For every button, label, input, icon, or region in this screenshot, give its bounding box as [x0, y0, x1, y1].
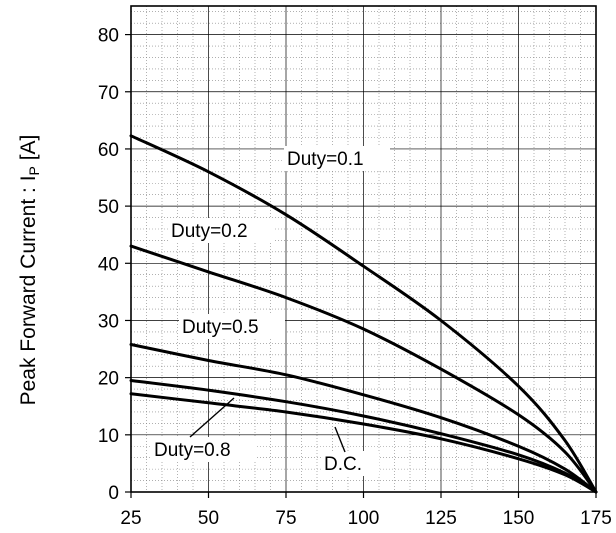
series-lines [129, 134, 598, 494]
y-tick-label: 40 [98, 254, 119, 275]
series-label-bg-duty-0-2 [168, 218, 274, 243]
axes [125, 5, 597, 498]
y-axis-title-subscript: P [26, 166, 42, 175]
y-axis-title-unit: [A] [17, 135, 40, 167]
y-tick-label: 70 [98, 83, 119, 104]
y-axis-title: Peak Forward Current : IP [A] [17, 135, 42, 406]
x-tick-label: 175 [580, 508, 612, 529]
x-tick-label: 75 [275, 508, 296, 529]
y-tick-label: 60 [98, 140, 119, 161]
series-label-duty-0-1: Duty=0.1 [287, 149, 364, 170]
x-tick-label: 125 [425, 508, 457, 529]
series-line-duty-0-8 [129, 379, 598, 494]
series-label-bg-d-c [321, 451, 379, 476]
leader-line-duty-0-8 [189, 397, 235, 438]
series-label-bg-duty-0-5 [179, 314, 285, 339]
series-label-duty-0-5: Duty=0.5 [182, 317, 259, 338]
series-line-duty-0-5 [129, 343, 598, 494]
y-axis-title-main: Peak Forward Current : I [17, 175, 40, 405]
series-line-d-c [129, 392, 598, 494]
x-tick-label: 25 [120, 508, 141, 529]
x-tick-label: 150 [503, 508, 535, 529]
annotations: Duty=0.1 Duty=0.2 Duty=0.5 Duty=0.8 D.C. [151, 146, 390, 476]
x-tick-label: 50 [198, 508, 219, 529]
y-tick-label: 80 [98, 26, 119, 47]
y-tick-label: 10 [98, 426, 119, 447]
series-label-bg-duty-0-8 [151, 437, 257, 462]
series-label-bg-duty-0-1 [284, 146, 390, 171]
series-label-duty-0-8: Duty=0.8 [154, 440, 231, 461]
y-tick-label: 20 [98, 369, 119, 390]
y-tick-label: 50 [98, 197, 119, 218]
leader-line-dc [334, 426, 346, 453]
y-tick-label: 30 [98, 311, 119, 332]
y-tick-label: 0 [108, 483, 119, 504]
tick-labels: 25 50 75 100 125 150 175 0 10 20 30 40 50 60 70 80 [98, 26, 612, 529]
series-line-duty-0-1 [129, 134, 598, 494]
series-label-duty-0-2: Duty=0.2 [171, 221, 248, 242]
grid [131, 6, 596, 492]
series-label-d-c: D.C. [324, 454, 362, 475]
x-tick-label: 100 [348, 508, 380, 529]
series-line-duty-0-2 [129, 244, 598, 494]
